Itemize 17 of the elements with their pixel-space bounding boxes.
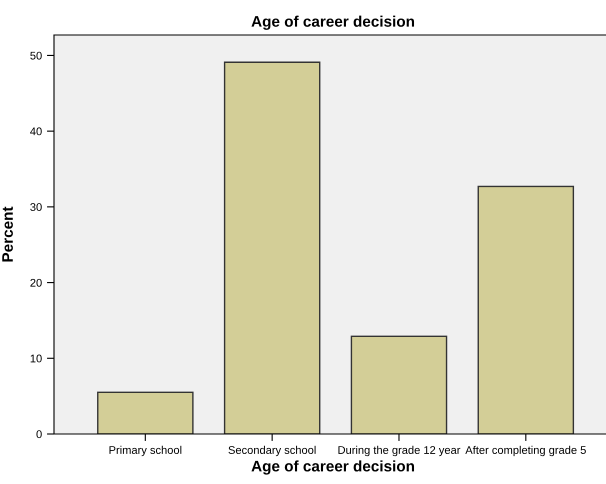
bar (224, 62, 320, 434)
x-tick-label: After completing grade 5 (465, 446, 586, 456)
x-tick-label: Primary school (109, 446, 182, 456)
y-tick-label: 30 (30, 203, 42, 211)
bar (97, 392, 194, 434)
x-tick-label: During the grade 12 year (338, 446, 460, 456)
bar (350, 336, 448, 434)
y-tick-label: 10 (30, 354, 42, 362)
x-tick-label: Secondary school (228, 446, 316, 456)
bar (478, 186, 574, 434)
chart-title: Age of career decision (251, 16, 414, 30)
y-tick-label: 20 (30, 278, 42, 287)
y-axis-title: Percent (2, 206, 13, 262)
y-tick-label: 50 (30, 52, 42, 60)
x-axis-title: Age of career decision (251, 460, 414, 475)
y-tick-label: 40 (30, 127, 42, 136)
y-tick-label: 0 (36, 430, 42, 438)
